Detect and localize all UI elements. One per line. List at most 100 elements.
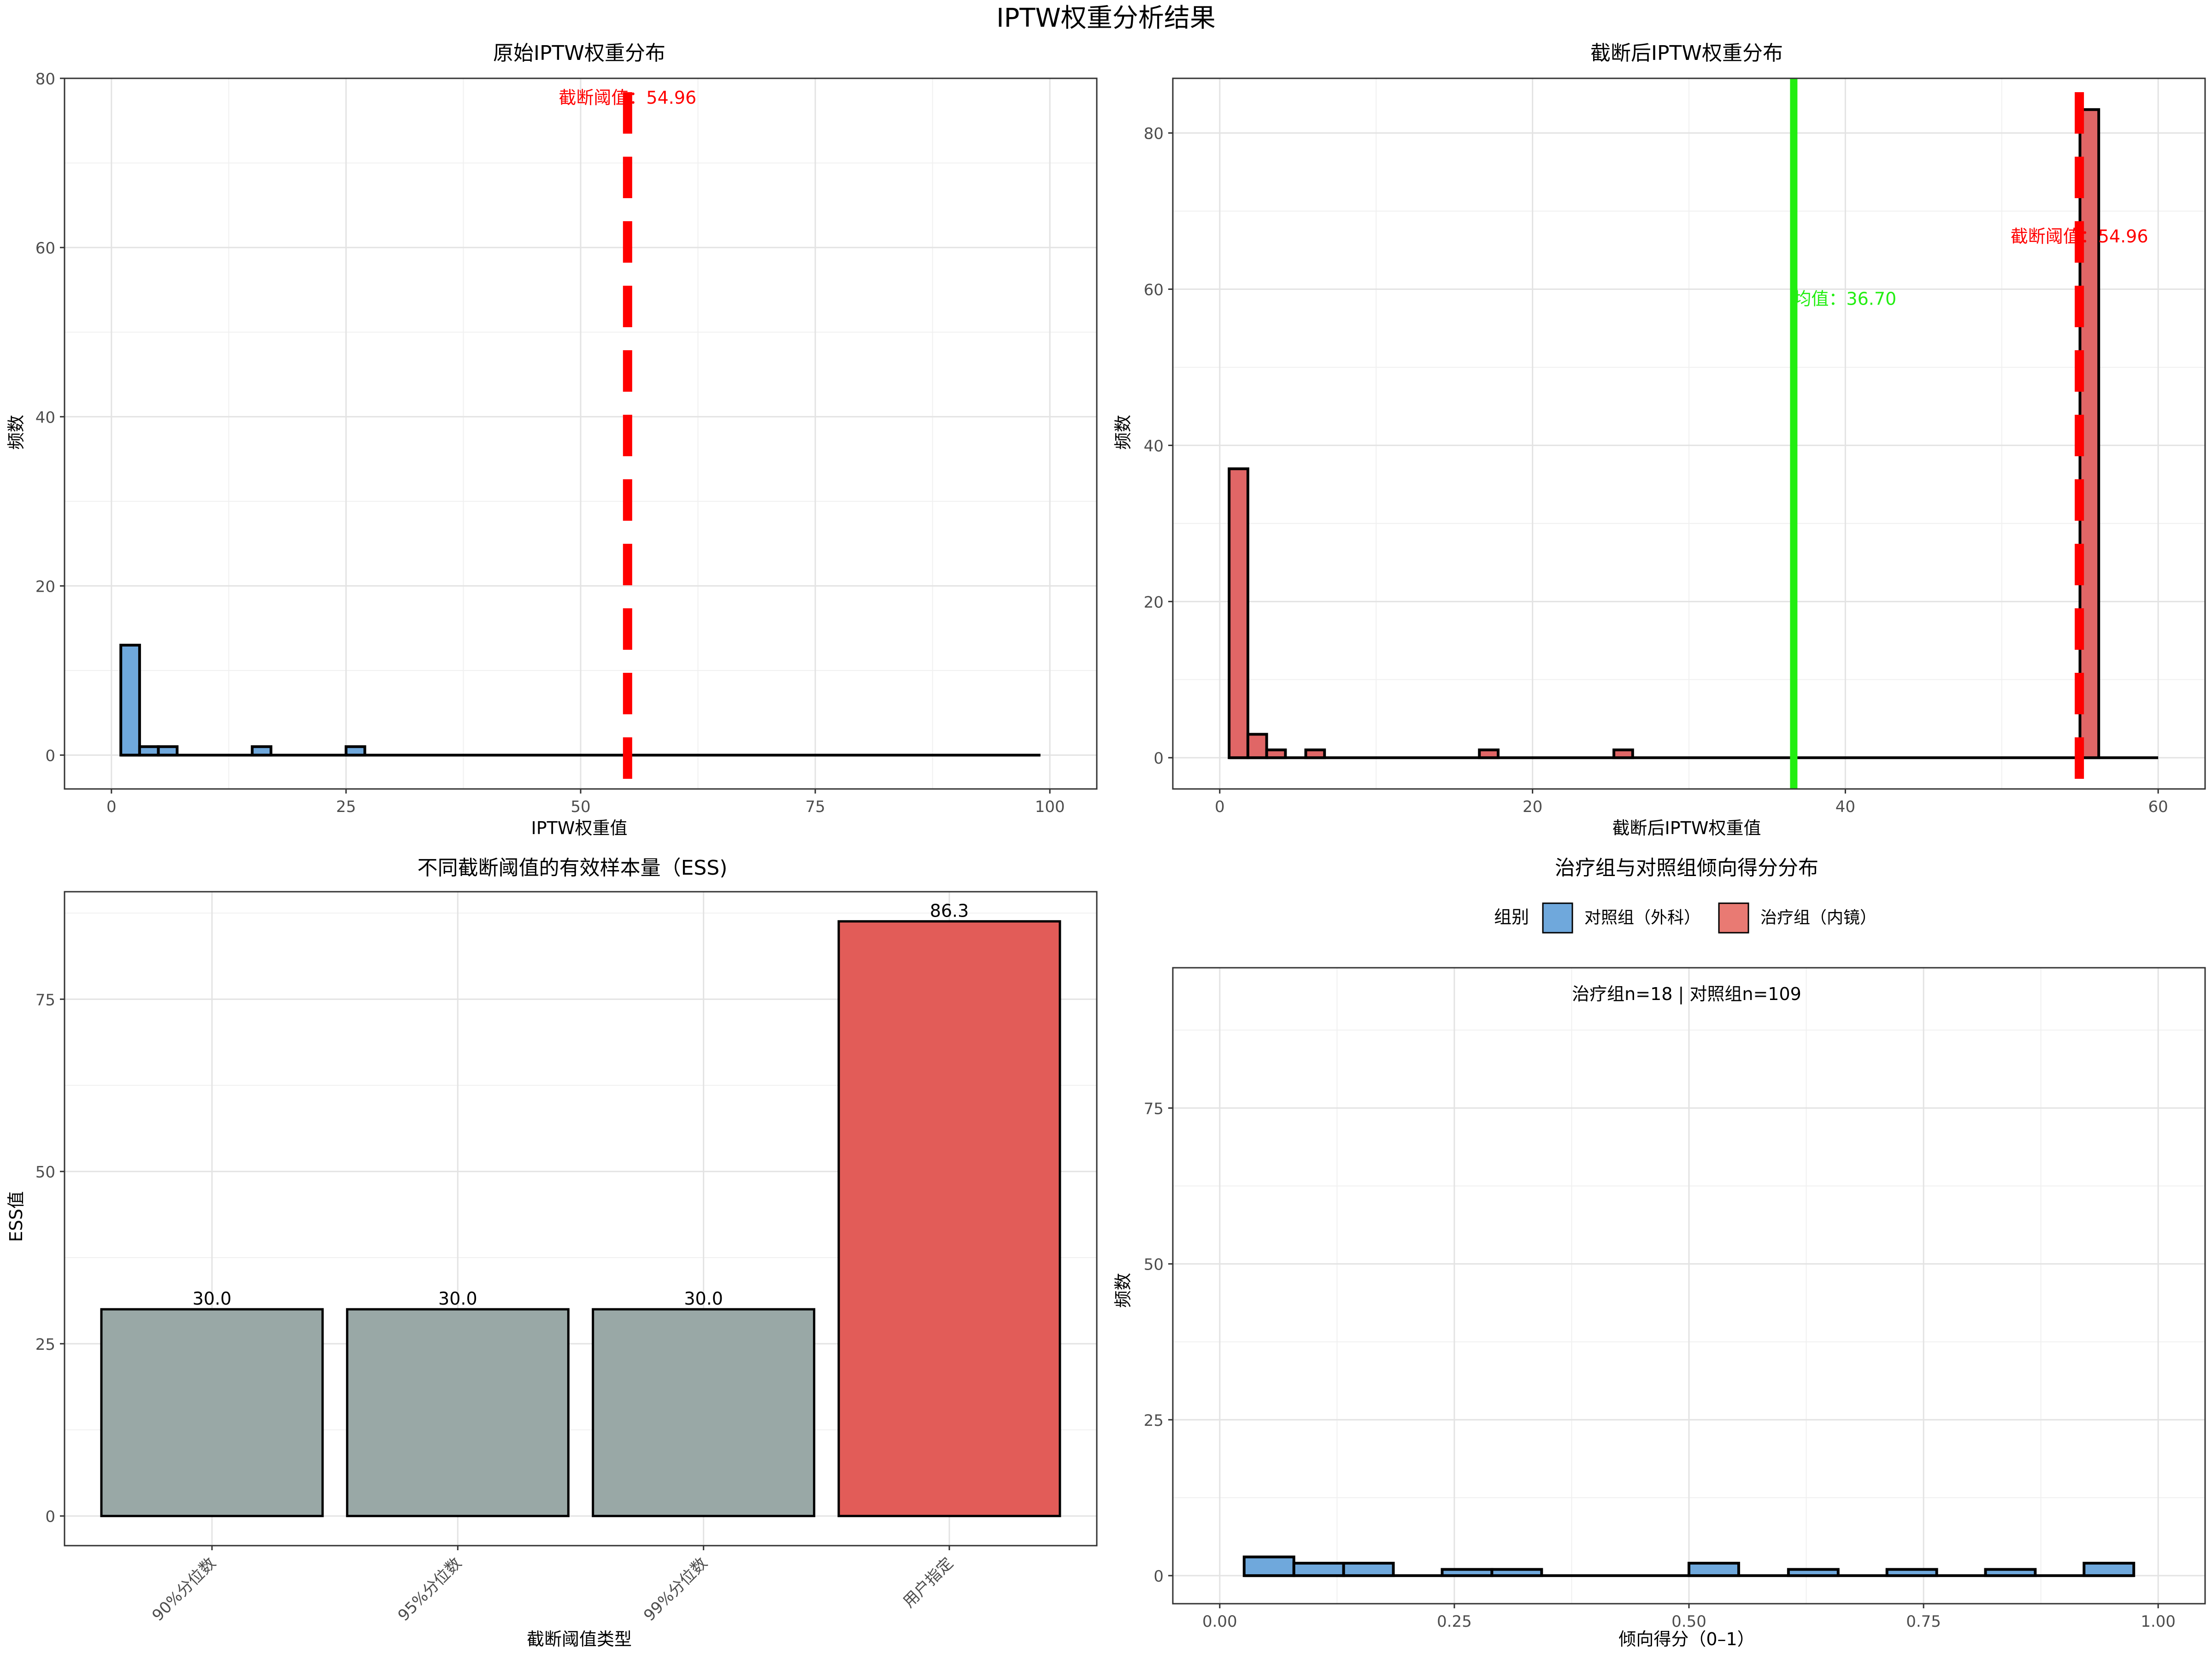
y-tick-label: 0 <box>45 1508 55 1526</box>
plot-layer: 0 25 50 75 0.00 0.25 0.50 0.75 1.00 <box>1144 967 2206 1631</box>
x-tick-label: 50 <box>571 798 590 816</box>
histogram-bar <box>119 643 141 757</box>
x-tick-label: 0 <box>1215 798 1225 816</box>
x-tick-label: 0.50 <box>1671 1612 1706 1631</box>
legend-title: 组别 <box>1494 907 1529 927</box>
x-tick-label: 99%分位数 <box>640 1554 711 1625</box>
x-tick-label: 25 <box>336 798 356 816</box>
bar-value-label: 30.0 <box>438 1288 477 1309</box>
bar <box>592 1308 816 1518</box>
plot-layer: 0 20 40 60 80 0 25 50 75 100 截断阈值：54.96 <box>35 70 1098 816</box>
histogram-bar <box>1342 1562 1395 1577</box>
panel-original-weights: 0 20 40 60 80 0 25 50 75 100 截断阈值：54.96 原始IPTW权重分布… <box>6 41 1098 838</box>
histogram-bar <box>1612 748 1634 759</box>
histogram-bar <box>1688 1562 1740 1577</box>
y-tick-label: 80 <box>1144 125 1164 143</box>
legend-swatch-control <box>1542 902 1573 934</box>
legend-label-control: 对照组（外科） <box>1584 908 1700 927</box>
bar-value-label: 86.3 <box>930 900 969 921</box>
histogram-bar <box>2083 1562 2136 1577</box>
panel-border <box>1172 967 2206 1605</box>
histogram-bar <box>1265 748 1287 759</box>
figure-title: IPTW权重分析结果 <box>996 3 1216 33</box>
panel-propensity: 0 25 50 75 0.00 0.25 0.50 0.75 1.00 治疗组与对照组倾向得分分… <box>1113 856 2206 1649</box>
histogram-bar <box>344 745 366 757</box>
x-tick-label: 0.25 <box>1437 1612 1472 1631</box>
bar <box>837 920 1061 1518</box>
histogram-bar <box>157 745 179 757</box>
reference-line-label: 截断阈值：54.96 <box>559 88 696 108</box>
y-tick-label: 75 <box>1144 1100 1164 1118</box>
y-tick-label: 50 <box>1144 1256 1164 1274</box>
histogram-bar <box>1242 1555 1295 1577</box>
panel-border <box>1172 77 2206 790</box>
bar-value-label: 30.0 <box>193 1288 232 1309</box>
panel-truncated-weights: 0 20 40 60 80 0 20 40 60 均值：36.70 截断阈值：54.96 截断后IP… <box>1113 41 2206 838</box>
panel-title: 不同截断阈值的有效样本量（ESS) <box>418 856 728 880</box>
y-tick-label: 80 <box>35 70 55 88</box>
y-tick-label: 40 <box>1144 437 1164 455</box>
y-tick-label: 0 <box>45 747 55 765</box>
x-axis-label: 截断阈值类型 <box>527 1629 632 1649</box>
y-tick-label: 0 <box>1153 749 1164 768</box>
y-tick-label: 60 <box>35 239 55 258</box>
histogram-bar <box>1490 1568 1543 1577</box>
x-tick-label: 90%分位数 <box>149 1554 220 1625</box>
histogram-bar <box>1885 1568 1938 1577</box>
histogram-bar <box>1292 1562 1345 1577</box>
y-tick-label: 0 <box>1153 1567 1164 1586</box>
sample-size-annotation: 治疗组n=18 | 对照组n=109 <box>1572 984 1801 1005</box>
y-axis-label: ESS值 <box>6 1191 26 1242</box>
x-tick-label: 100 <box>1035 798 1065 816</box>
histogram-bar <box>251 745 272 757</box>
y-tick-label: 20 <box>1144 593 1164 612</box>
x-axis-label: 截断后IPTW权重值 <box>1612 818 1761 838</box>
x-tick-label: 95%分位数 <box>394 1554 465 1625</box>
histogram-bar <box>1246 733 1268 759</box>
y-axis-label: 频数 <box>6 415 26 450</box>
x-tick-label: 20 <box>1523 798 1542 816</box>
legend-label-treatment: 治疗组（内镜） <box>1760 908 1877 927</box>
panel-border <box>64 77 1098 790</box>
y-tick-label: 20 <box>35 577 55 596</box>
bar <box>346 1308 570 1518</box>
x-tick-label: 1.00 <box>2141 1612 2176 1631</box>
x-tick-label: 75 <box>805 798 825 816</box>
y-tick-label: 50 <box>35 1163 55 1182</box>
legend-swatch-treatment <box>1718 902 1749 934</box>
panel-ess-bars: 0 25 50 75 30.0 90%分位数 30.0 95%分位数 30.0 99%分位数 86.… <box>6 856 1098 1649</box>
panel-title: 治疗组与对照组倾向得分分布 <box>1555 856 1818 880</box>
histogram-bar <box>1441 1568 1494 1577</box>
plot-layer: 0 25 50 75 30.0 90%分位数 30.0 95%分位数 30.0 99%分位数 86.… <box>35 891 1098 1625</box>
y-tick-label: 40 <box>35 408 55 427</box>
y-axis-label: 频数 <box>1113 1273 1133 1308</box>
y-tick-label: 75 <box>35 991 55 1009</box>
x-tick-label: 0 <box>106 798 117 816</box>
bar <box>100 1308 324 1518</box>
x-tick-label: 0.75 <box>1906 1612 1941 1631</box>
x-tick-label: 0.00 <box>1202 1612 1237 1631</box>
histogram-bar <box>138 745 160 757</box>
x-axis-label: IPTW权重值 <box>531 818 628 838</box>
panel-title: 截断后IPTW权重分布 <box>1590 41 1783 65</box>
reference-line-label: 截断阈值：54.96 <box>2011 226 2148 247</box>
panel-title: 原始IPTW权重分布 <box>493 41 665 65</box>
y-tick-label: 25 <box>1144 1412 1164 1430</box>
panel-border <box>64 891 1098 1547</box>
histogram-bar <box>1304 748 1326 759</box>
x-tick-label: 60 <box>2148 798 2168 816</box>
reference-line-label: 均值：36.70 <box>1794 288 1896 309</box>
x-tick-label: 用户指定 <box>900 1554 957 1611</box>
plot-layer: 0 20 40 60 80 0 20 40 60 均值：36.70 截断阈值：54.96 <box>1144 77 2206 816</box>
histogram-bar <box>1984 1568 2037 1577</box>
bar-value-label: 30.0 <box>684 1288 723 1309</box>
y-axis-label: 频数 <box>1113 415 1133 450</box>
y-tick-label: 25 <box>35 1335 55 1354</box>
histogram-bar <box>1787 1568 1840 1577</box>
x-axis-label: 倾向得分（0–1） <box>1618 1629 1754 1649</box>
histogram-bar <box>1228 467 1249 759</box>
x-tick-label: 40 <box>1835 798 1855 816</box>
y-tick-label: 60 <box>1144 281 1164 300</box>
histogram-bar <box>1478 748 1500 759</box>
